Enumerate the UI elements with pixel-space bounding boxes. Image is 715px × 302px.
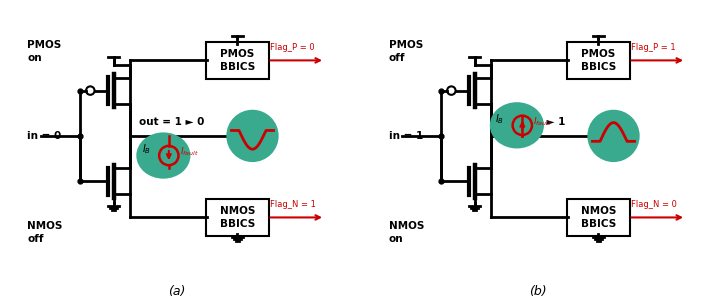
Text: PMOS
BBICS: PMOS BBICS (220, 49, 255, 72)
FancyBboxPatch shape (567, 42, 630, 79)
FancyBboxPatch shape (567, 199, 630, 236)
Text: in = 0: in = 0 (27, 131, 61, 141)
Text: PMOS
off: PMOS off (388, 40, 423, 63)
Text: in = 1: in = 1 (388, 131, 423, 141)
Ellipse shape (588, 111, 638, 161)
Text: PMOS
on: PMOS on (27, 40, 61, 63)
Ellipse shape (138, 134, 189, 177)
Text: Flag_N = 0: Flag_N = 0 (631, 200, 677, 209)
Text: (b): (b) (529, 285, 547, 298)
Text: Flag_N = 1: Flag_N = 1 (270, 200, 316, 209)
FancyBboxPatch shape (206, 42, 269, 79)
FancyBboxPatch shape (206, 199, 269, 236)
Text: (a): (a) (168, 285, 186, 298)
Text: NMOS
BBICS: NMOS BBICS (581, 206, 616, 229)
Text: $I_{fault}$: $I_{fault}$ (180, 146, 199, 158)
Text: $I_{fault}$: $I_{fault}$ (533, 115, 553, 128)
Text: NMOS
off: NMOS off (27, 221, 63, 244)
Text: out = 1 ► 0: out = 1 ► 0 (139, 117, 204, 127)
Text: Flag_P = 0: Flag_P = 0 (270, 43, 315, 52)
Text: out = 0 ► 1: out = 0 ► 1 (500, 117, 566, 127)
Text: Flag_P = 1: Flag_P = 1 (631, 43, 676, 52)
Ellipse shape (491, 104, 543, 147)
Text: NMOS
BBICS: NMOS BBICS (220, 206, 255, 229)
Text: PMOS
BBICS: PMOS BBICS (581, 49, 616, 72)
Text: $I_B$: $I_B$ (495, 112, 504, 126)
Text: NMOS
on: NMOS on (388, 221, 424, 244)
Text: $I_B$: $I_B$ (142, 142, 151, 156)
Ellipse shape (227, 111, 277, 161)
